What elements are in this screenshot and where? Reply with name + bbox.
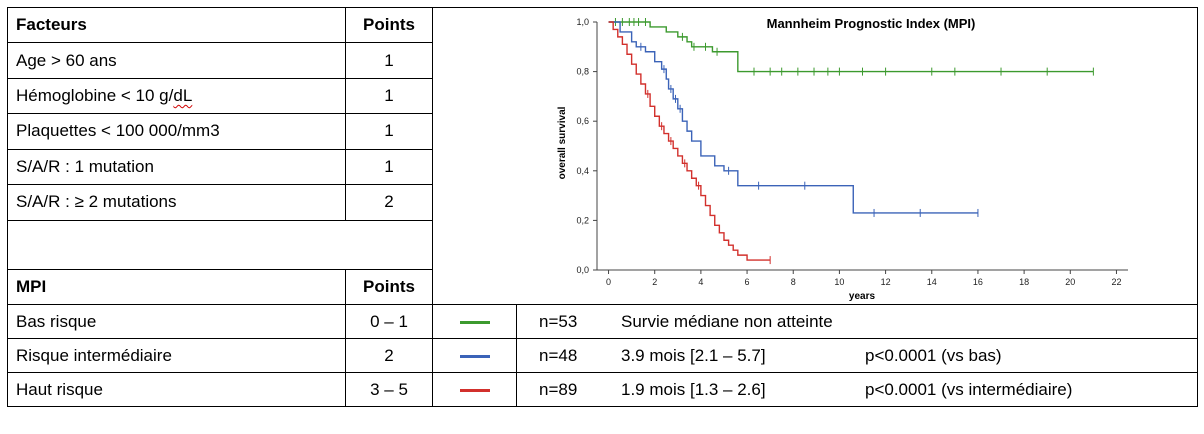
factor-row: Hémoglobine < 10 g/dL 1 [7,77,1198,115]
risk-group-points: 2 [345,338,433,373]
y-tick-label: 0,8 [576,67,589,77]
factor-label: Plaquettes < 100 000/mm3 [7,113,346,150]
y-tick-label: 0,2 [576,215,589,225]
mpi-table: Facteurs Points 0,0 0,2 0,4 0,6 0,8 1,0 0 2 4 6 8 1… [7,6,1198,407]
x-tick-label: 4 [698,277,703,287]
factor-row: S/A/R : 1 mutation 1 [7,148,1198,186]
risk-group-label: Haut risque [7,372,346,407]
y-tick-label: 0,6 [576,116,589,126]
points-header: Points [345,6,433,44]
n-count: n=53 [539,311,578,331]
p-value: p<0.0001 (vs intermédiaire) [865,379,1073,399]
factor-label-text: Hémoglobine < 10 g/ [16,86,174,106]
y-tick-label: 1,0 [576,17,589,27]
factor-row: Age > 60 ans 1 [7,42,1198,79]
x-tick-label: 14 [927,277,937,287]
median-survival: 3.9 mois [2.1 – 5.7] [621,345,766,365]
y-tick-label: 0,4 [576,166,589,176]
median-survival: 1.9 mois [1.3 – 2.6] [621,379,766,399]
km-chart: 0,0 0,2 0,4 0,6 0,8 1,0 0 2 4 6 8 10 12 14 16 18 20 22 Ma… [557,16,1128,302]
n-count: n=89 [539,379,578,399]
mpi-figure: Facteurs Points 0,0 0,2 0,4 0,6 0,8 1,0 0 2 4 6 8 1… [7,6,1198,433]
factor-points: 2 [345,184,433,221]
factor-row: Plaquettes < 100 000/mm3 1 [7,113,1198,150]
factor-label: Hémoglobine < 10 g/dL [7,77,346,115]
legend-line-green [459,320,490,324]
legend-swatch-cell [432,372,517,407]
x-tick-label: 0 [606,277,611,287]
n-count: n=48 [539,345,578,365]
km-chart-cell: 0,0 0,2 0,4 0,6 0,8 1,0 0 2 4 6 8 10 12 14 16 18 20 22 Ma… [432,7,1198,305]
factor-points: 1 [345,148,433,186]
risk-group-label: Bas risque [7,304,346,339]
risk-group-points: 0 – 1 [345,304,433,339]
mpi-row-low: Bas risque 0 – 1 n=53 Survie médiane non… [7,304,1198,339]
spellcheck-marked-text: dL [173,86,193,106]
x-tick-label: 10 [834,277,844,287]
mpi-header: MPI [7,268,346,305]
x-tick-label: 18 [1019,277,1029,287]
y-tick-label: 0,0 [576,265,589,275]
chart-title: Mannheim Prognostic Index (MPI) [767,16,976,31]
legend-swatch-cell [432,338,517,373]
x-tick-label: 8 [791,277,796,287]
p-value: p<0.0001 (vs bas) [865,345,1002,365]
y-axis-label: overall survival [557,106,568,179]
factor-points: 1 [345,113,433,150]
x-tick-label: 20 [1065,277,1075,287]
legend-line-red [459,388,490,392]
factors-header-row: Facteurs Points 0,0 0,2 0,4 0,6 0,8 1,0 0 2 4 6 8 1… [7,6,1198,305]
x-tick-label: 22 [1111,277,1121,287]
factor-points: 1 [345,42,433,79]
median-survival: Survie médiane non atteinte [621,311,833,331]
survival-curve-green [608,21,1094,73]
risk-group-points: 3 – 5 [345,372,433,407]
risk-group-label: Risque intermédiaire [7,338,346,373]
mpi-row-intermediate: Risque intermédiaire 2 n=48 3.9 mois [2.… [7,338,1198,373]
survival-curve-blue [608,21,978,214]
stats-cell: n=48 3.9 mois [2.1 – 5.7] p<0.0001 (vs b… [516,338,1198,373]
factor-points: 1 [345,77,433,115]
factor-label: Age > 60 ans [7,42,346,79]
factor-row: S/A/R : ≥ 2 mutations 2 [7,184,1198,221]
stats-cell: n=53 Survie médiane non atteinte [516,304,1198,339]
stats-cell: n=89 1.9 mois [1.3 – 2.6] p<0.0001 (vs i… [516,372,1198,407]
legend-swatch-cell [432,304,517,339]
x-tick-label: 16 [973,277,983,287]
legend-line-blue [459,354,490,358]
spacer-row [7,219,1198,270]
factor-label: S/A/R : ≥ 2 mutations [7,184,346,221]
mpi-points-header: Points [345,268,433,305]
x-tick-label: 6 [745,277,750,287]
x-tick-label: 12 [881,277,891,287]
mpi-header-row: MPI Points [7,268,1198,305]
survival-curve-red [608,21,771,261]
factor-label: S/A/R : 1 mutation [7,148,346,186]
factors-header: Facteurs [7,6,346,44]
x-tick-label: 2 [652,277,657,287]
x-axis-label: years [849,291,876,302]
mpi-row-high: Haut risque 3 – 5 n=89 1.9 mois [1.3 – 2… [7,372,1198,407]
empty-cell [7,219,433,270]
